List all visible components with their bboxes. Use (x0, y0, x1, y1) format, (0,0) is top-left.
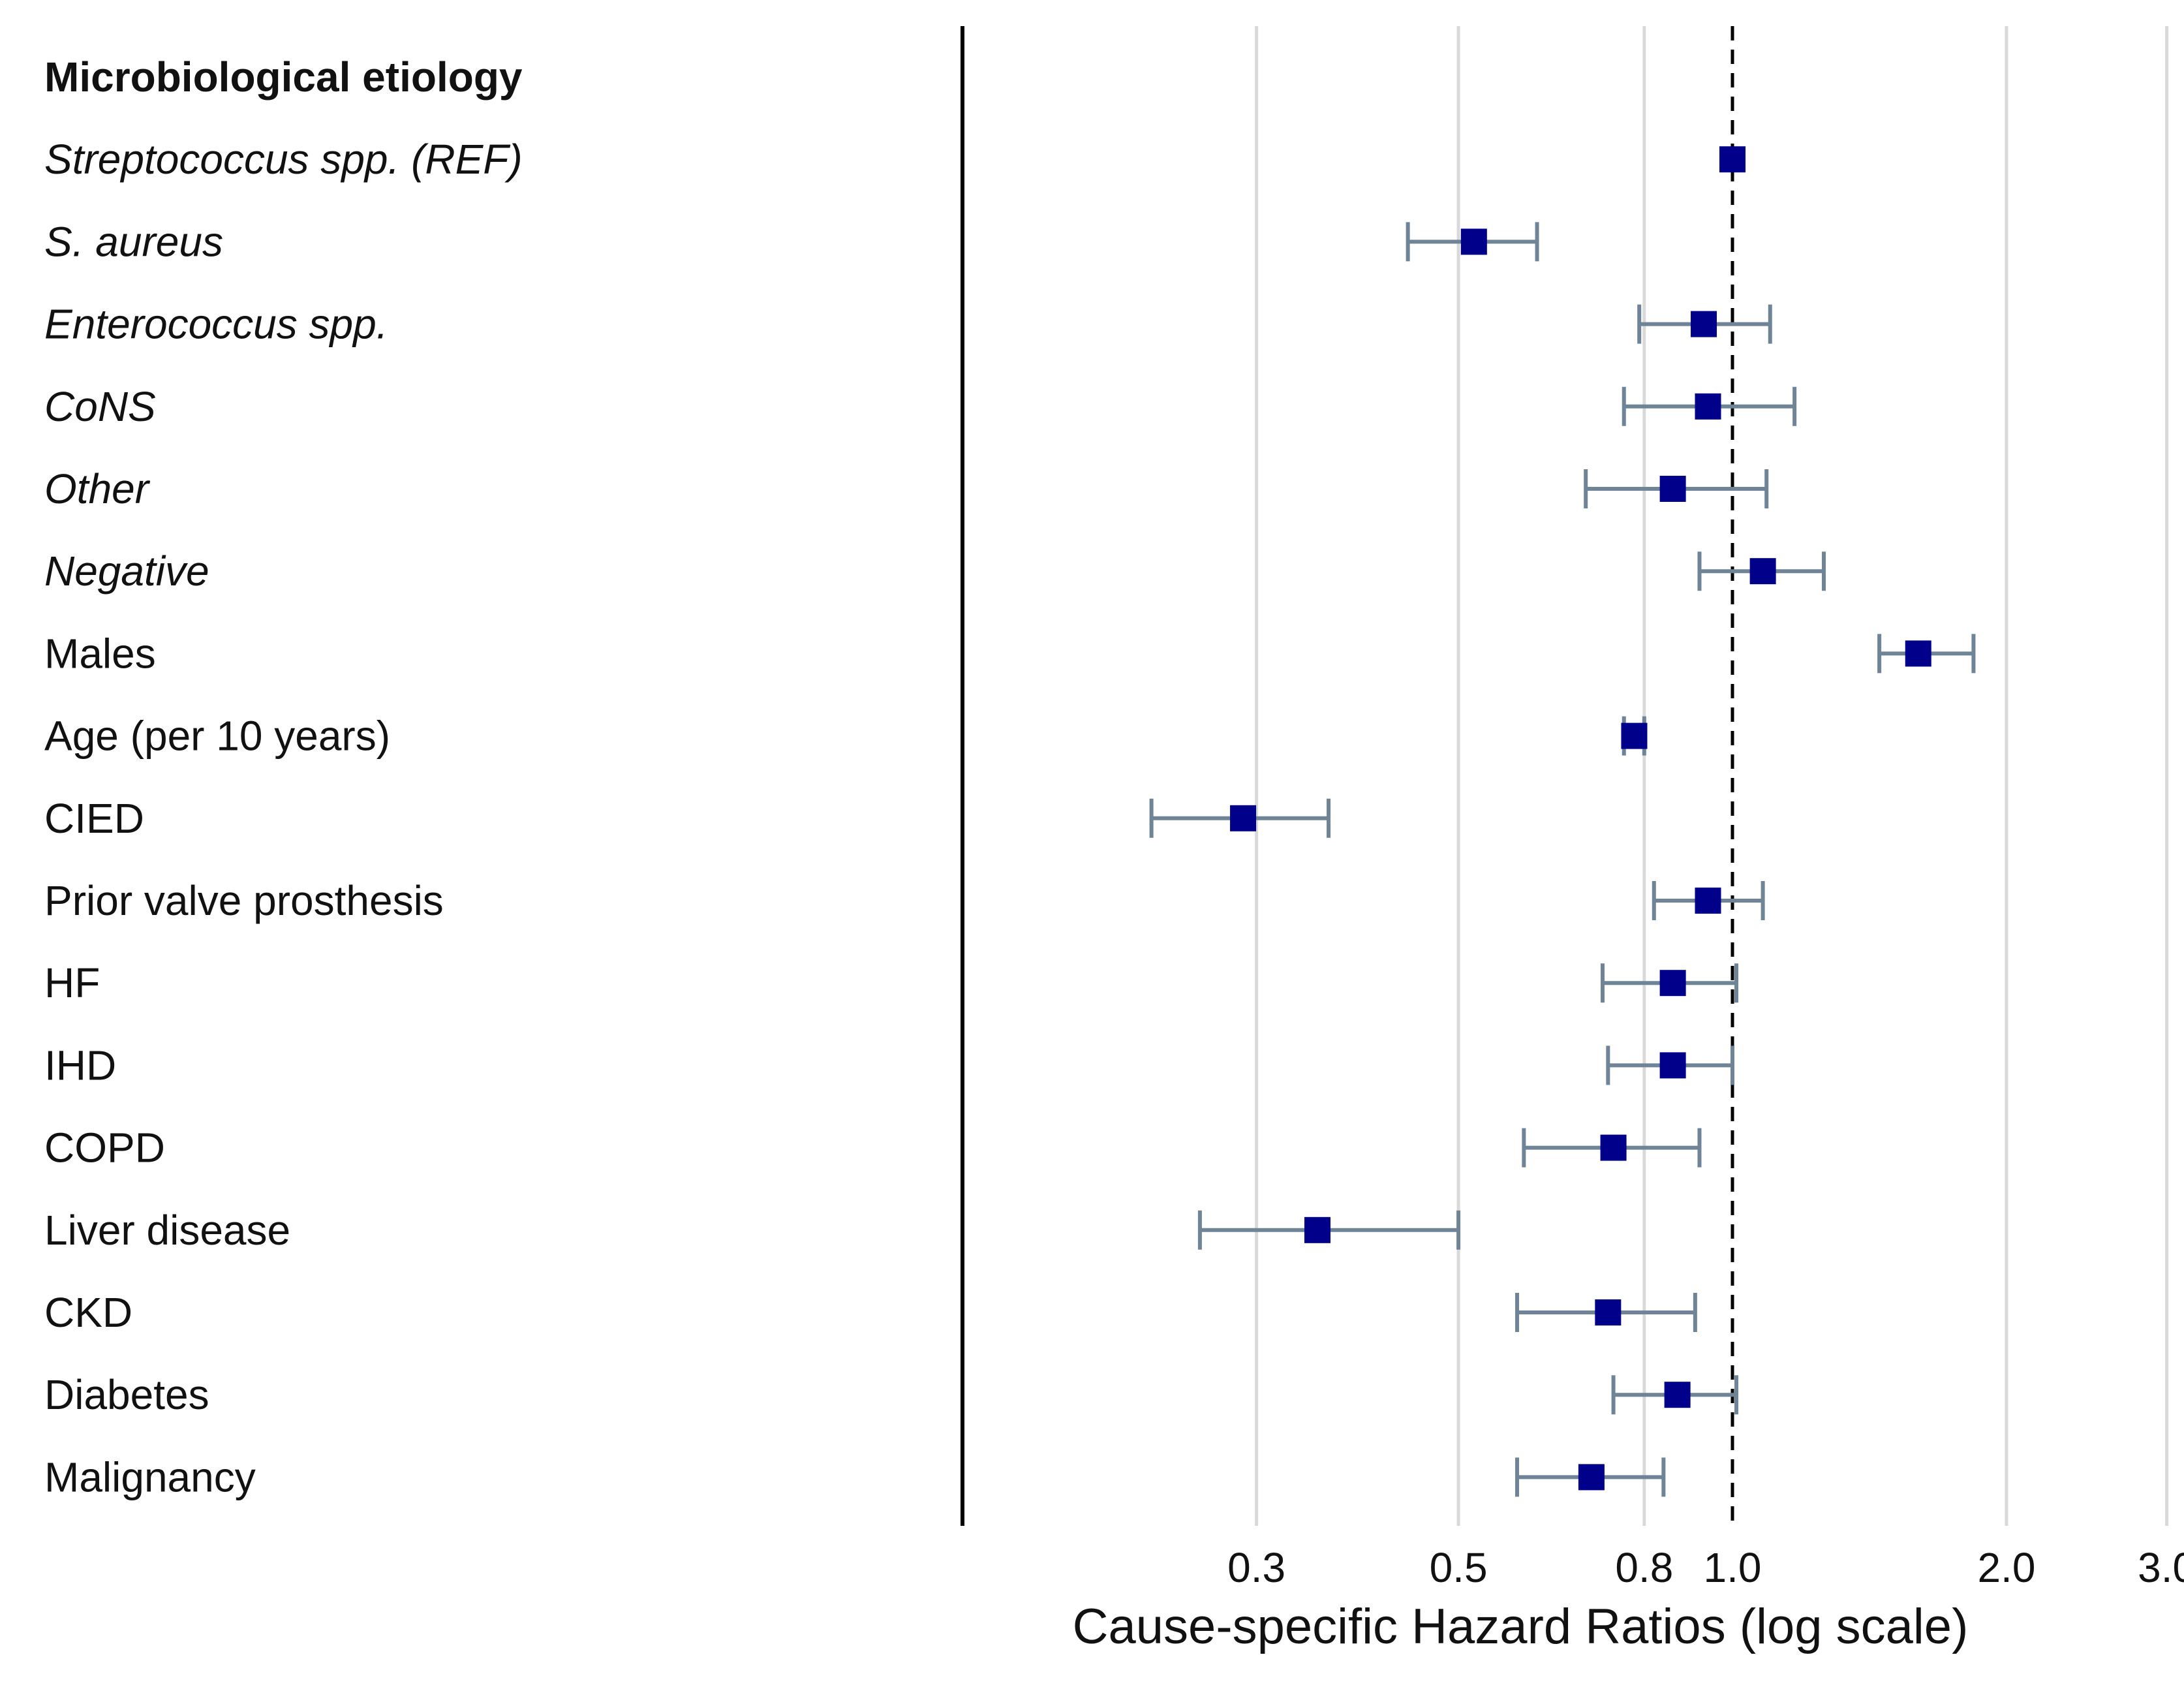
gridlines (1255, 26, 2169, 1526)
row-label: HF (44, 959, 100, 1006)
row-label: CIED (44, 795, 144, 842)
point-estimate (1595, 1299, 1622, 1325)
point-estimate (1719, 146, 1746, 173)
row-labels: Microbiological etiology Streptococcus s… (44, 54, 523, 1500)
row-label: Enterococcus spp. (44, 301, 388, 348)
row-label: Diabetes (44, 1371, 209, 1418)
point-estimate (1664, 1382, 1691, 1408)
point-estimate (1659, 1052, 1686, 1079)
point-estimate (1749, 558, 1776, 585)
row-label: S. aureus (44, 218, 223, 265)
point-estimate (1905, 640, 1931, 667)
point-estimate (1578, 1464, 1605, 1491)
row-label: Males (44, 630, 156, 677)
x-axis-ticks: 0.3 0.5 0.8 1.0 2.0 3.0 (1227, 1544, 2184, 1591)
point-estimate (1460, 228, 1487, 255)
row-label: Prior valve prosthesis (44, 877, 444, 924)
point-estimate (1659, 476, 1686, 502)
point-estimate (1691, 311, 1717, 337)
row-label: CKD (44, 1289, 132, 1336)
x-tick-label: 0.8 (1615, 1544, 1673, 1591)
row-label: CoNS (44, 383, 156, 430)
x-tick-label: 3.0 (2138, 1544, 2184, 1591)
x-tick-label: 0.5 (1430, 1544, 1488, 1591)
row-label: IHD (44, 1042, 116, 1089)
x-tick-label: 1.0 (1704, 1544, 1762, 1591)
point-estimate (1621, 722, 1648, 749)
x-tick-label: 0.3 (1227, 1544, 1285, 1591)
row-label: Liver disease (44, 1207, 290, 1254)
point-estimate (1230, 805, 1257, 831)
row-label: COPD (44, 1124, 165, 1171)
point-estimate (1695, 888, 1721, 914)
row-label: Streptococcus spp. (REF) (44, 136, 523, 183)
header-label: Microbiological etiology (44, 54, 523, 101)
x-axis-title: Cause-specific Hazard Ratios (log scale) (1073, 1599, 1969, 1654)
row-label: Other (44, 465, 151, 512)
row-label: Negative (44, 548, 209, 595)
row-label: Age (per 10 years) (44, 713, 390, 760)
point-estimates (1230, 146, 1931, 1491)
point-estimate (1600, 1134, 1627, 1161)
x-tick-label: 2.0 (1977, 1544, 2035, 1591)
point-estimate (1304, 1216, 1330, 1243)
row-label: Malignancy (44, 1453, 256, 1500)
point-estimate (1659, 970, 1686, 997)
point-estimate (1695, 393, 1721, 420)
